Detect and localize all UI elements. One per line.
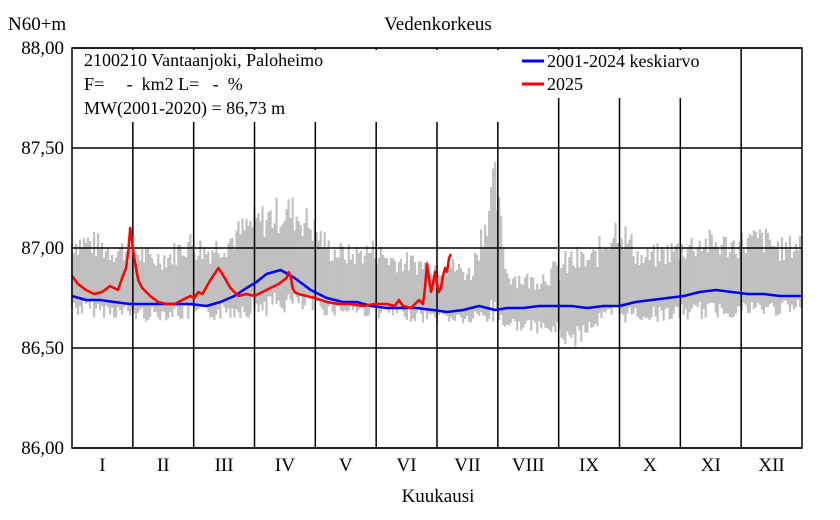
month-label: IX bbox=[579, 455, 599, 476]
month-label: VII bbox=[454, 455, 480, 476]
x-axis-label: Kuukausi bbox=[402, 486, 475, 507]
y-tick-label: 86,00 bbox=[21, 438, 64, 459]
series-line-mean bbox=[71, 268, 802, 314]
legend-box bbox=[516, 50, 736, 98]
station-name: 2100210 Vantaanjoki, Paloheimo bbox=[84, 50, 323, 70]
month-label: VI bbox=[397, 455, 417, 476]
month-label: I bbox=[99, 455, 105, 476]
legend-label-mean: 2001-2024 keskiarvo bbox=[547, 51, 699, 71]
month-label: X bbox=[643, 455, 657, 476]
month-label: III bbox=[215, 455, 234, 476]
y-unit-label: N60+m bbox=[8, 14, 66, 35]
series-line-2025 bbox=[71, 226, 453, 310]
mean-water-line: MW(2001-2020) = 86,73 m bbox=[84, 98, 285, 119]
series-layer bbox=[71, 226, 802, 314]
y-tick-labels: 86,00 86,50 87,00 87,50 88,00 bbox=[21, 38, 64, 459]
range-band-layer bbox=[70, 161, 804, 347]
info-box bbox=[76, 50, 506, 122]
y-tick-label: 87,50 bbox=[21, 138, 64, 159]
month-label: IV bbox=[275, 455, 295, 476]
month-label: VIII bbox=[512, 455, 545, 476]
month-labels: I II III IV V VI VII VIII IX X XI XII bbox=[99, 455, 785, 476]
month-label: XII bbox=[758, 455, 784, 476]
y-tick-label: 88,00 bbox=[21, 38, 64, 59]
y-tick-label: 86,50 bbox=[21, 338, 64, 359]
month-label: XI bbox=[701, 455, 721, 476]
y-tick-label: 87,00 bbox=[21, 238, 64, 259]
area-line: F= - km2 L= - % bbox=[84, 74, 243, 94]
chart-title: Vedenkorkeus bbox=[384, 14, 492, 35]
month-label: V bbox=[339, 455, 353, 476]
month-label: II bbox=[157, 455, 170, 476]
legend-label-year: 2025 bbox=[547, 74, 583, 94]
plot-frame bbox=[71, 47, 803, 449]
